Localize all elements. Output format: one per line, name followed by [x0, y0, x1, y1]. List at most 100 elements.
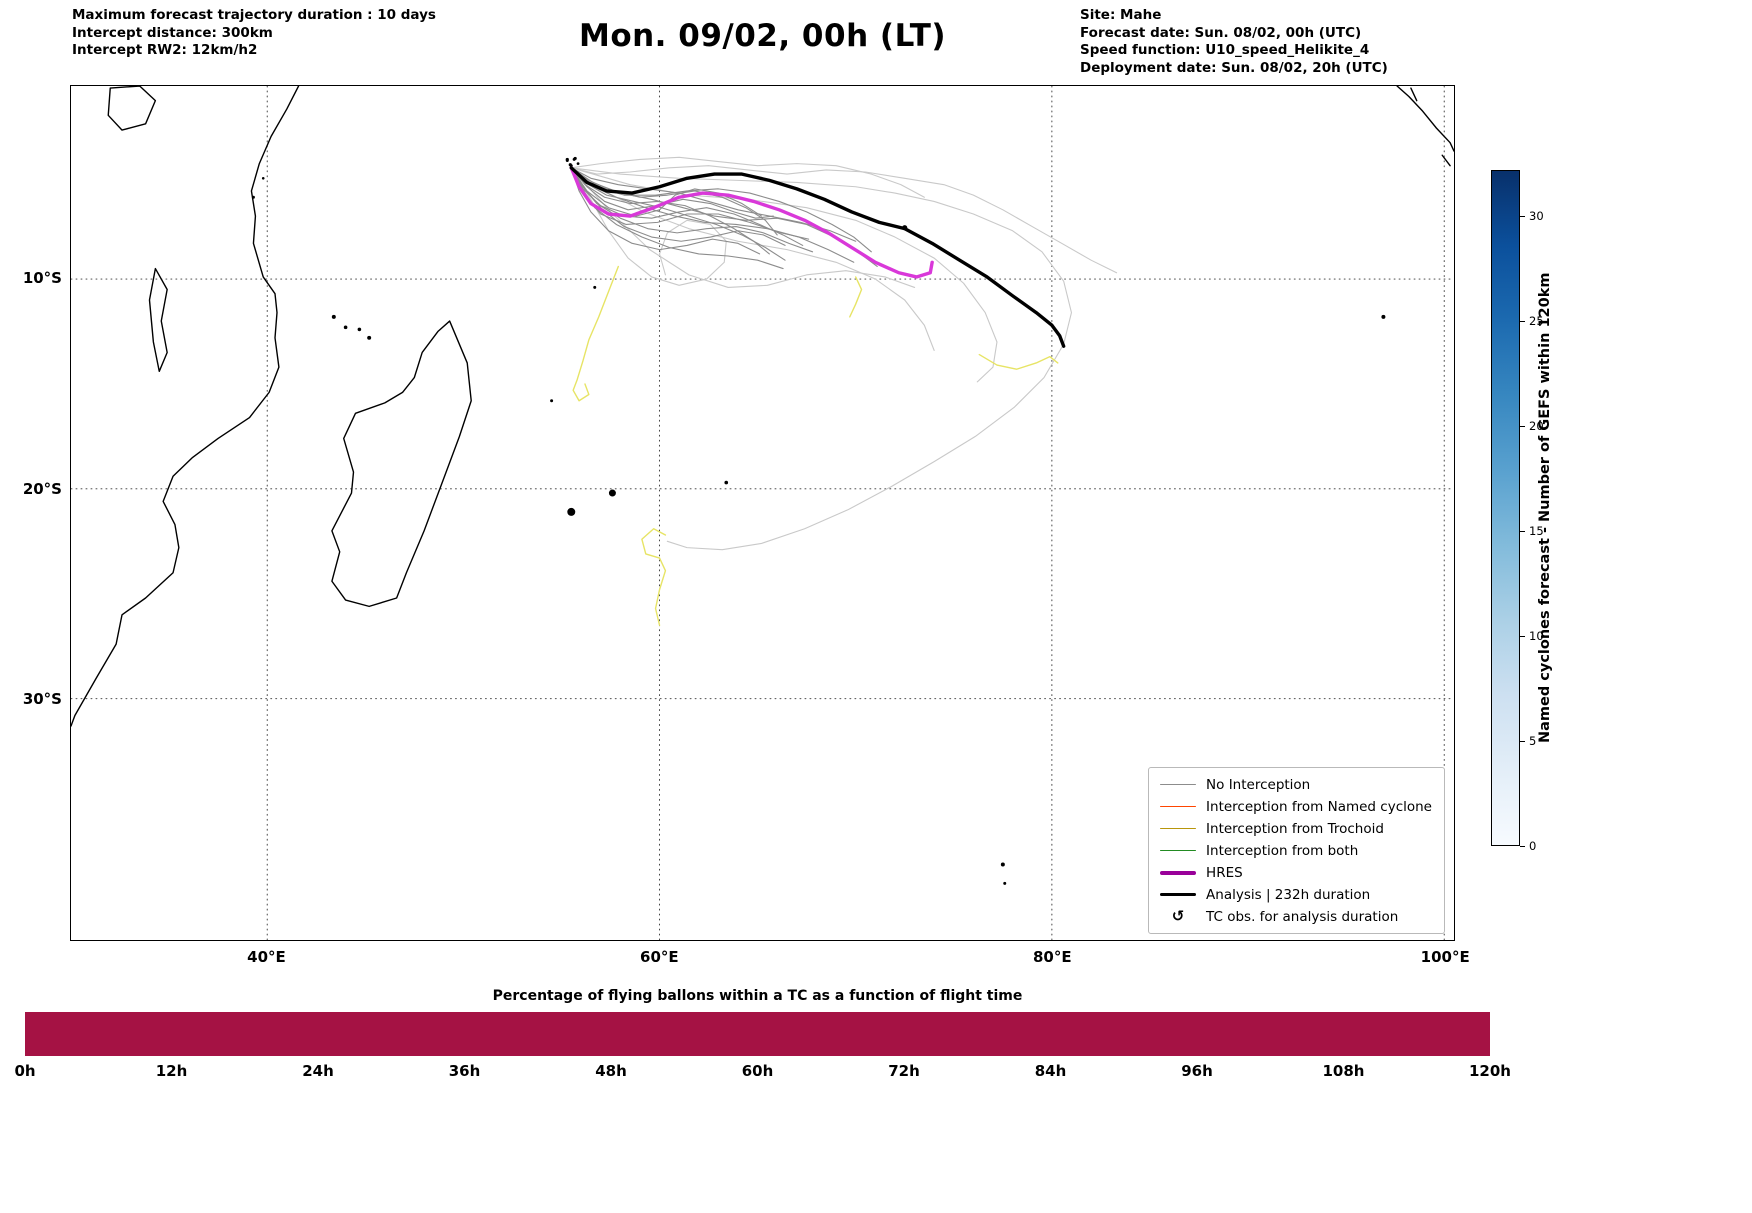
flight-time-tick-label: 0h — [14, 1062, 36, 1080]
colorbar — [1491, 170, 1520, 846]
forecast-date-text: Forecast date: Sun. 08/02, 00h (UTC) — [1080, 24, 1362, 41]
tc-marker — [902, 225, 908, 231]
map-legend: No Interception Interception from Named c… — [1148, 767, 1445, 934]
coastline-nias-island — [1410, 87, 1418, 102]
trajectory-no-interception-faint-01 — [570, 165, 1118, 274]
flight-time-tick-label: 108h — [1322, 1062, 1365, 1080]
colorbar-tickmark — [1520, 531, 1525, 533]
colorbar-tick-label: 30 — [1529, 209, 1544, 224]
trajectory-no-interception-faint-02 — [570, 167, 727, 286]
lon-tick-label: 60°E — [640, 948, 679, 966]
trajectory-hres — [569, 166, 934, 279]
trajectory-no-interception-14 — [570, 167, 804, 246]
legend-line-sample — [1159, 870, 1197, 875]
legend-row: No Interception — [1159, 775, 1432, 794]
island-dot — [367, 335, 372, 340]
trajectory-trochoid-interception-03 — [978, 353, 1059, 370]
colorbar-tickmark — [1520, 741, 1525, 743]
trajectory-analysis-232h-duration — [569, 166, 1066, 348]
colorbar-tick-label: 5 — [1529, 734, 1537, 749]
flight-time-tick-label: 24h — [302, 1062, 334, 1080]
trajectory-trochoid-interception-01 — [572, 265, 620, 402]
legend-row: Interception from Named cyclone — [1159, 797, 1432, 816]
lat-tick-label: 10°S — [22, 269, 62, 288]
tc-marker — [565, 157, 569, 162]
colorbar-tick-label: 20 — [1529, 419, 1544, 434]
bottom-chart-title: Percentage of flying ballons within a TC… — [492, 988, 1023, 1004]
legend-label: Interception from Trochoid — [1206, 820, 1384, 837]
legend-line-sample — [1159, 805, 1197, 808]
legend-row: ↺ TC obs. for analysis duration — [1159, 907, 1432, 926]
lat-tick-label: 30°S — [22, 690, 62, 709]
island-dot — [567, 507, 576, 516]
legend-line-sample — [1159, 892, 1197, 897]
trajectory-trochoid-interception-04 — [849, 276, 863, 318]
tc-marker — [573, 156, 577, 161]
trajectory-no-interception-13 — [570, 167, 770, 255]
coastline-lake-victoria — [107, 86, 157, 131]
trajectory-no-interception-15 — [570, 167, 872, 253]
colorbar-tickmark — [1520, 636, 1525, 638]
legend-label: Interception from Named cyclone — [1206, 798, 1432, 815]
coastline-africa-east-coast — [71, 86, 300, 727]
lat-tick-label: 20°S — [22, 479, 62, 498]
legend-row: HRES — [1159, 863, 1432, 882]
header-right-info: Site: Mahe Forecast date: Sun. 08/02, 00… — [1080, 7, 1388, 77]
legend-line-sample — [1159, 827, 1197, 830]
coastline-mentawai-island — [1441, 154, 1451, 167]
flight-time-tick-label: 36h — [448, 1062, 481, 1080]
colorbar-tick-label: 10 — [1529, 629, 1544, 644]
balloon-percentage-bar — [25, 1012, 1490, 1056]
island-dot — [261, 176, 265, 180]
island-dot — [593, 285, 597, 289]
flight-time-tick-label: 72h — [888, 1062, 920, 1080]
island-dot — [343, 325, 348, 330]
lon-tick-label: 40°E — [247, 948, 286, 966]
island-dot — [357, 327, 362, 332]
island-dot — [724, 480, 729, 485]
trajectory-trochoid-interception-02 — [641, 528, 667, 626]
flight-time-tick-label: 12h — [155, 1062, 188, 1080]
tc-obs-rotation-icon: ↺ — [1159, 909, 1197, 924]
lon-tick-label: 100°E — [1420, 948, 1470, 966]
legend-label: Analysis | 232h duration — [1206, 886, 1371, 903]
legend-line-swatch — [1160, 870, 1197, 875]
legend-line-swatch — [1160, 892, 1197, 897]
speed-function-text: Speed function: U10_speed_Helikite_4 — [1080, 42, 1370, 58]
trajectory-no-interception-faint-07 — [570, 167, 935, 351]
tc-marker — [576, 162, 580, 166]
legend-row: Interception from both — [1159, 841, 1432, 860]
lon-tick-label: 80°E — [1032, 948, 1072, 966]
trajectory-no-interception-faint-03 — [570, 167, 1073, 551]
deployment-date-text: Deployment date: Sun. 08/02, 20h (UTC) — [1080, 59, 1388, 76]
trajectory-no-interception-faint-04 — [570, 167, 998, 383]
legend-line-sample — [1159, 849, 1197, 852]
colorbar-tick-label: 0 — [1529, 839, 1537, 853]
legend-row: Analysis | 232h duration — [1159, 885, 1432, 904]
island-dot — [251, 195, 255, 199]
intercept-distance-text: Intercept distance: 300km — [72, 24, 273, 41]
coastline-madagascar — [331, 320, 472, 608]
legend-label: Interception from both — [1206, 842, 1359, 859]
trajectory-no-interception-09 — [570, 167, 855, 263]
legend-label: HRES — [1206, 864, 1243, 881]
colorbar-tickmark — [1520, 846, 1525, 847]
colorbar-tickmark — [1520, 321, 1525, 323]
legend-line-sample — [1159, 783, 1197, 786]
flight-time-tick-label: 120h — [1469, 1062, 1511, 1080]
header-left-info: Maximum forecast trajectory duration : 1… — [72, 7, 436, 60]
colorbar-tick-label: 25 — [1529, 314, 1544, 329]
colorbar-label: Named cyclones forecast - Number of GEFS… — [1537, 272, 1553, 744]
trajectory-map-svg — [71, 86, 1454, 940]
coastline-sumatra-coast — [1396, 86, 1454, 152]
max-duration-text: Maximum forecast trajectory duration : 1… — [72, 7, 436, 23]
flight-time-tick-label: 84h — [1034, 1062, 1067, 1080]
page-title: Mon. 09/02, 00h (LT) — [578, 18, 947, 54]
colorbar-tick-label: 15 — [1529, 524, 1544, 539]
site-text: Site: Mahe — [1080, 7, 1162, 23]
island-dot — [550, 399, 554, 403]
legend-label: TC obs. for analysis duration — [1206, 908, 1399, 925]
trajectory-map: No Interception Interception from Named c… — [70, 85, 1455, 941]
legend-line-swatch — [1160, 849, 1197, 852]
island-dot — [331, 314, 336, 319]
